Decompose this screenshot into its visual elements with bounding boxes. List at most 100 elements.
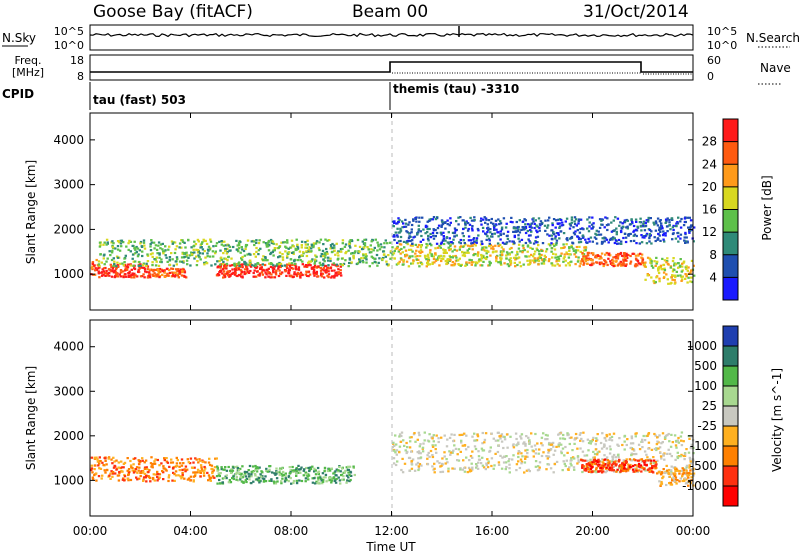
scatter-cell [397,250,400,253]
scatter-cell [250,470,253,473]
scatter-cell [247,469,250,472]
scatter-cell [590,252,593,255]
scatter-cell [583,262,586,265]
scatter-cell [426,228,429,231]
scatter-cell [576,455,580,458]
scatter-cell [213,466,217,469]
scatter-cell [453,444,456,447]
scatter-cell [480,253,483,257]
scatter-cell [492,467,495,470]
scatter-cell [522,442,525,445]
scatter-cell [368,265,371,268]
scatter-cell [656,260,659,263]
scatter-cell [118,470,121,474]
scatter-cell [471,450,474,453]
scatter-cell [283,480,287,483]
scatter-cell [449,451,453,454]
scatter-cell [243,270,246,274]
scatter-cell [289,472,292,475]
scatter-cell [483,257,487,260]
scatter-cell [600,471,604,474]
scatter-cell [234,266,238,269]
scatter-cell [399,440,402,443]
scatter-cell [439,465,442,468]
scatter-cell [358,258,361,261]
scatter-cell [616,257,620,260]
scatter-cell [550,234,553,237]
scatter-cell [482,230,485,233]
scatter-cell [433,261,436,264]
scatter-cell [471,248,474,251]
scatter-cell [689,446,693,449]
colorbar-box [723,446,738,466]
scatter-cell [481,246,484,249]
scatter-cell [168,245,171,248]
scatter-cell [613,462,616,465]
scatter-cell [648,234,651,237]
scatter-cell [394,451,397,454]
scatter-cell [296,271,299,274]
scatter-cell [217,472,220,475]
scatter-cell [487,460,490,463]
scatter-cell [636,264,639,267]
scatter-cell [524,223,527,226]
scatter-cell [151,476,155,480]
scatter-cell [661,257,664,260]
scatter-cell [434,218,438,221]
scatter-cell [149,276,152,279]
scatter-cell [476,262,479,265]
scatter-cell [300,254,303,257]
scatter-cell [581,459,585,462]
scatter-cell [626,256,629,259]
scatter-cell [489,221,493,224]
scatter-cell [677,441,681,444]
scatter-cell [438,244,441,248]
scatter-cell [459,450,462,453]
scatter-cell [644,235,647,238]
scatter-cell [599,255,602,258]
scatter-cell [153,272,156,275]
scatter-cell [151,255,154,258]
scatter-cell [144,475,148,478]
scatter-cell [485,238,488,241]
scatter-cell [331,242,334,246]
scatter-cell [361,240,364,243]
scatter-cell [277,274,281,278]
scatter-cell [668,218,671,222]
scatter-cell [171,461,175,464]
scatter-cell [335,274,339,277]
scatter-cell [401,457,404,460]
scatter-cell [192,475,196,478]
scatter-cell [275,264,278,267]
scatter-cell [434,247,437,250]
scatter-cell [666,434,669,437]
scatter-cell [152,270,155,273]
scatter-cell [426,231,429,234]
scatter-cell [155,248,159,251]
scatter-cell [639,224,643,227]
scatter-cell [284,475,287,478]
scatter-cell [655,447,658,450]
scatter-cell [613,241,617,245]
scatter-cell [197,471,200,474]
scatter-cell [595,256,598,259]
scatter-cell [597,465,600,468]
scatter-cell [562,260,565,263]
scatter-cell [203,465,206,469]
scatter-cell [269,265,273,268]
scatter-cell [326,469,330,473]
scatter-cell [363,244,367,247]
scatter-cell [669,469,673,472]
scatter-cell [161,470,164,473]
scatter-cell [482,260,485,263]
scatter-cell [588,470,592,473]
scatter-cell [677,266,680,269]
scatter-cell [681,262,684,265]
scatter-cell [610,460,614,463]
scatter-cell [339,248,343,251]
scatter-cell [524,255,527,258]
scatter-cell [546,457,549,460]
scatter-cell [115,266,118,269]
scatter-cell [216,469,219,472]
scatter-cell [317,479,320,482]
